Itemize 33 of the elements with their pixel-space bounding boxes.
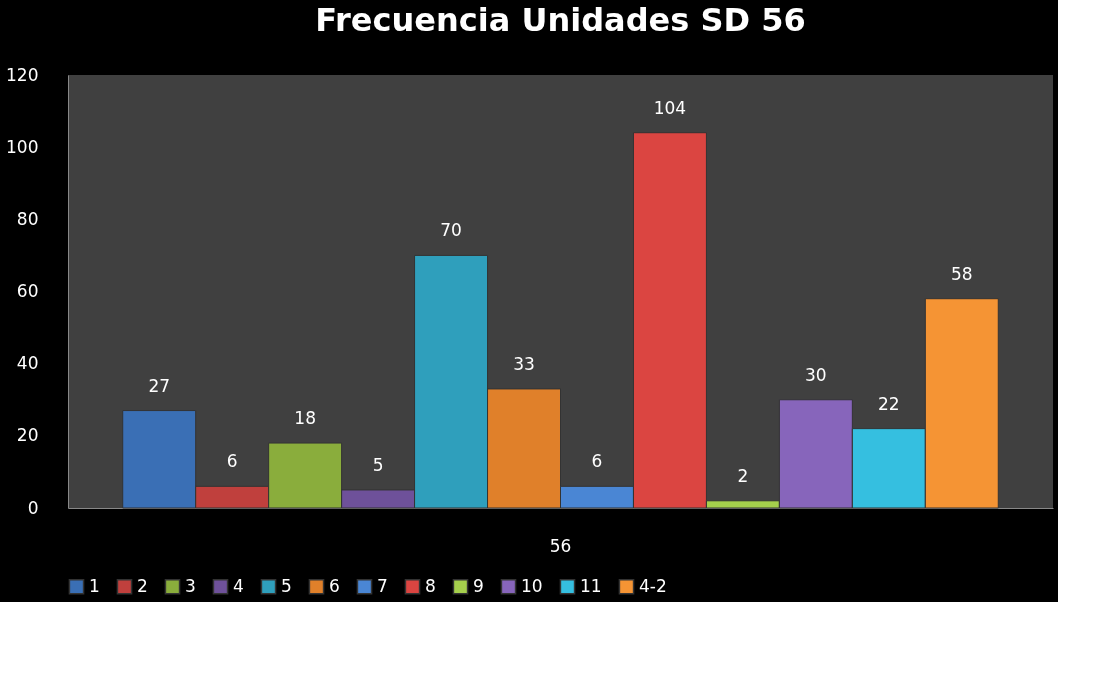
data-label: 70 <box>440 220 462 241</box>
legend-label: 2 <box>137 575 148 596</box>
data-label: 18 <box>294 408 316 429</box>
y-tick-label: 120 <box>6 64 39 85</box>
y-tick-label: 40 <box>16 353 39 374</box>
legend-label: 3 <box>185 575 196 596</box>
legend-label: 7 <box>377 575 388 596</box>
y-tick-label: 0 <box>27 497 39 518</box>
legend-label: 4 <box>233 575 244 596</box>
data-label: 104 <box>653 97 687 118</box>
legend-label: 5 <box>281 575 292 596</box>
legend-label: 1 <box>89 575 100 596</box>
legend-label: 8 <box>425 575 436 596</box>
legend-label: 10 <box>521 575 543 596</box>
data-label: 2 <box>737 465 749 486</box>
data-label: 6 <box>226 451 238 472</box>
legend-label: 4-2 <box>639 575 667 596</box>
data-label: 22 <box>878 393 900 414</box>
y-tick-label: 20 <box>16 425 39 446</box>
x-tick-label: 56 <box>549 535 572 556</box>
data-label: 6 <box>591 451 603 472</box>
y-tick-label: 60 <box>16 281 39 301</box>
data-label: 33 <box>513 353 535 374</box>
data-label: 27 <box>148 375 171 396</box>
legend-label: 11 <box>580 575 602 596</box>
chart-title: Frecuencia Unidades SD 56 <box>315 1 806 39</box>
legend-label: 6 <box>329 575 340 596</box>
y-tick-label: 80 <box>16 208 39 229</box>
y-tick-label: 100 <box>6 136 39 157</box>
data-label: 58 <box>950 263 973 284</box>
data-label: 30 <box>805 364 827 385</box>
legend-label: 9 <box>473 575 484 596</box>
data-label: 5 <box>372 454 384 475</box>
